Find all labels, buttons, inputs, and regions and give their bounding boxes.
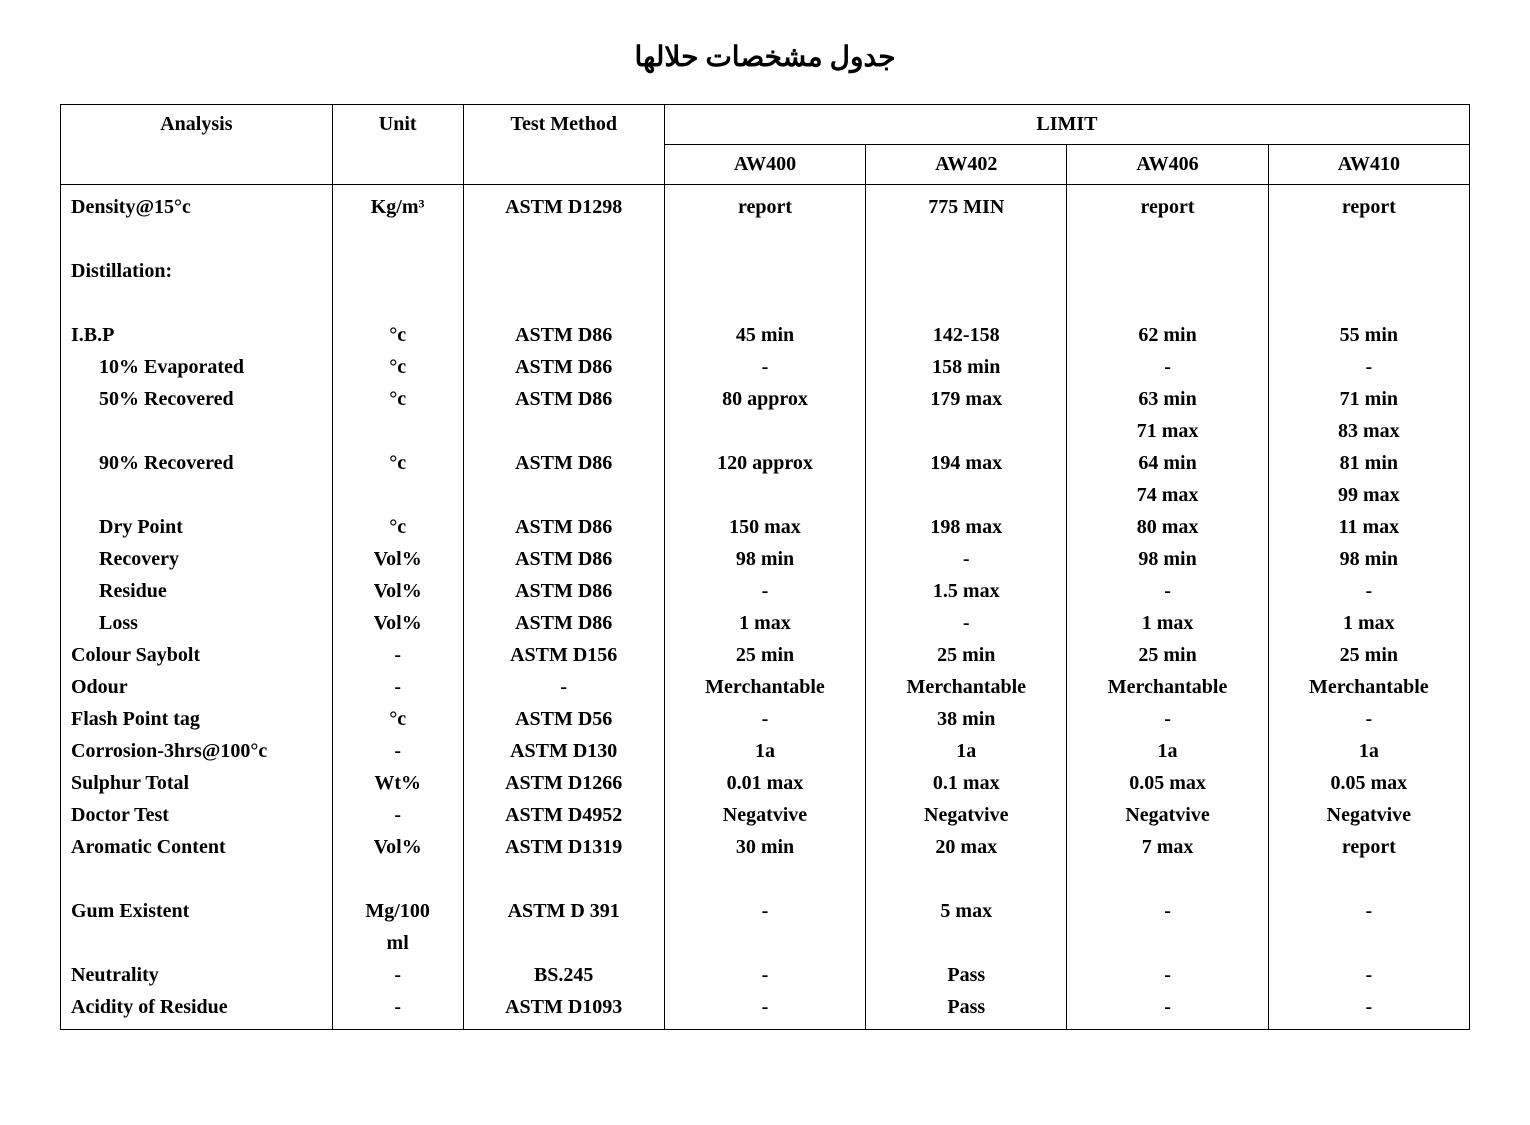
header-unit: Unit: [332, 105, 463, 185]
cell-unit: Kg/m³ °c°c°c °c °cVol%Vol%Vol%--°c-Wt%-V…: [332, 185, 463, 1030]
header-aw402: AW402: [866, 145, 1067, 185]
cell-analysis: Density@15°c Distillation: I.B.P10% Evap…: [61, 185, 333, 1030]
header-limit: LIMIT: [664, 105, 1469, 145]
header-aw400: AW400: [664, 145, 865, 185]
page-title: جدول مشخصات حلالها: [60, 40, 1470, 74]
cell-method: ASTM D1298 ASTM D86ASTM D86ASTM D86 ASTM…: [463, 185, 664, 1030]
cell-aw402: 775 MIN 142-158158 min179 max 194 max 19…: [866, 185, 1067, 1030]
header-method: Test Method: [463, 105, 664, 185]
cell-aw410: report 55 min-71 min83 max81 min99 max11…: [1268, 185, 1469, 1030]
cell-aw406: report 62 min-63 min71 max64 min74 max80…: [1067, 185, 1268, 1030]
header-aw410: AW410: [1268, 145, 1469, 185]
header-analysis: Analysis: [61, 105, 333, 185]
cell-aw400: report 45 min-80 approx 120 approx 150 m…: [664, 185, 865, 1030]
header-aw406: AW406: [1067, 145, 1268, 185]
header-row-1: Analysis Unit Test Method LIMIT: [61, 105, 1470, 145]
table-body-row: Density@15°c Distillation: I.B.P10% Evap…: [61, 185, 1470, 1030]
spec-table: Analysis Unit Test Method LIMIT AW400 AW…: [60, 104, 1470, 1030]
